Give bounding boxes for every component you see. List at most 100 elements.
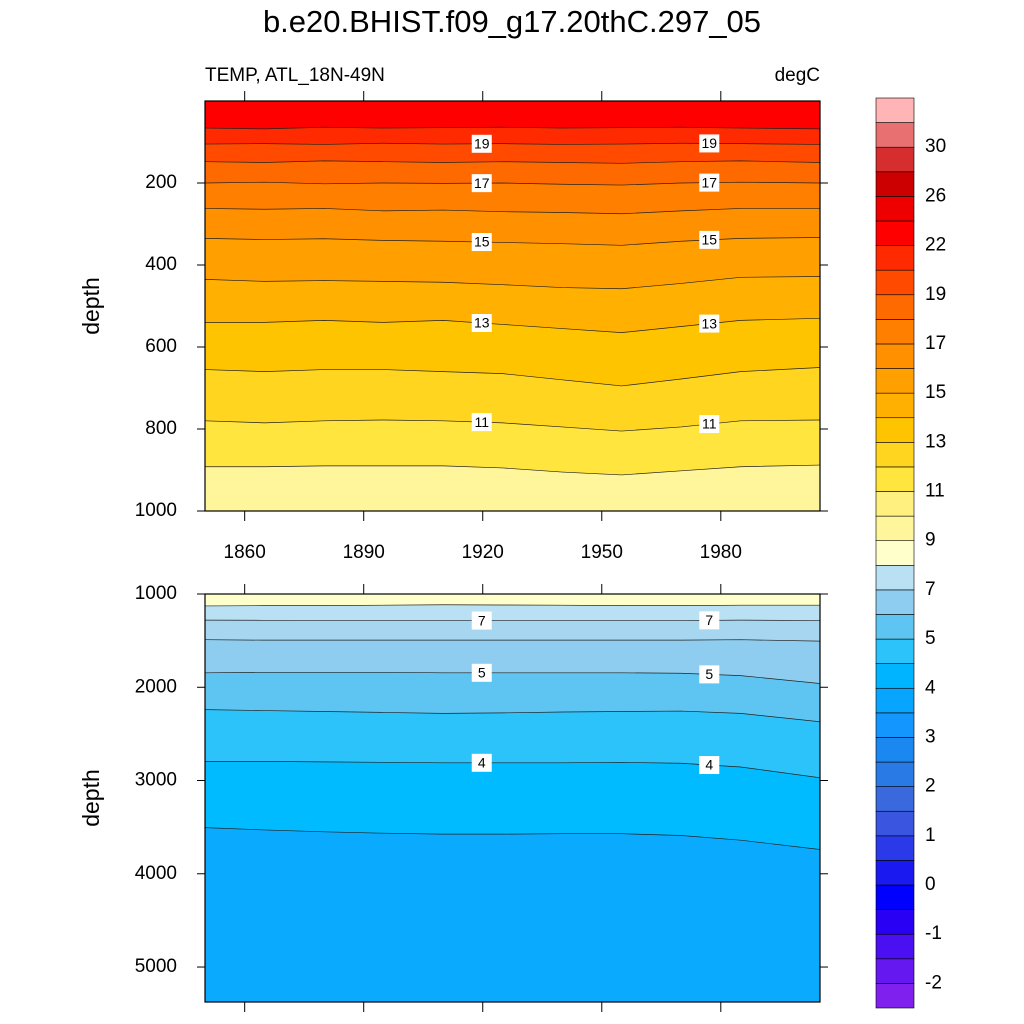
contour-label: 15 bbox=[474, 234, 490, 250]
contour-label: 4 bbox=[705, 757, 713, 773]
colorbar-box bbox=[875, 171, 915, 197]
colorbar-label: 9 bbox=[925, 530, 936, 551]
colorbar-box bbox=[875, 884, 915, 910]
contour-label-box bbox=[699, 134, 720, 153]
colorbar-box bbox=[875, 933, 915, 960]
colorbar-box bbox=[875, 515, 915, 542]
colorbar-box bbox=[875, 564, 915, 591]
contour-line bbox=[205, 709, 820, 723]
contour-label-box bbox=[699, 756, 720, 775]
colorbar-label: 11 bbox=[925, 481, 945, 502]
colorbar-box bbox=[875, 269, 915, 296]
colorbar-label: 2 bbox=[925, 776, 936, 797]
y-tick-label: 1000 bbox=[135, 500, 177, 521]
y-tick-label: 5000 bbox=[135, 956, 177, 977]
contour-label: 17 bbox=[474, 175, 490, 191]
contour-label-box bbox=[471, 134, 492, 153]
contour-label-box bbox=[471, 753, 492, 772]
colorbar-label: -1 bbox=[925, 923, 942, 944]
contour-label: 7 bbox=[478, 612, 486, 628]
contour-line bbox=[205, 827, 820, 850]
x-tick-label: 1920 bbox=[462, 542, 504, 563]
colorbar-box bbox=[875, 712, 915, 738]
contour-label-box bbox=[699, 230, 720, 249]
contour-line bbox=[205, 367, 820, 387]
contour-label-box bbox=[471, 611, 492, 630]
chart-title: b.e20.BHIST.f09_g17.20thC.297_05 bbox=[263, 4, 761, 39]
colorbar-label: 26 bbox=[925, 185, 946, 206]
colorbar-box bbox=[875, 786, 915, 812]
contour-label: 11 bbox=[702, 416, 717, 432]
colorbar-box bbox=[875, 909, 915, 935]
contour-label-box bbox=[699, 611, 720, 630]
contour-line bbox=[205, 464, 820, 476]
colorbar-box bbox=[875, 220, 915, 246]
colorbar-box bbox=[875, 491, 915, 517]
colorbar-box bbox=[875, 638, 915, 664]
colorbar-label: 22 bbox=[925, 235, 946, 256]
colorbar-box bbox=[875, 589, 915, 615]
contour-label-box bbox=[471, 413, 492, 432]
colorbar-box bbox=[875, 663, 915, 689]
plot-frame bbox=[204, 593, 821, 1003]
colorbar-box bbox=[875, 614, 915, 640]
colorbar-box bbox=[875, 761, 915, 787]
y-axis-label: depth bbox=[78, 769, 104, 827]
contour-line bbox=[205, 126, 820, 130]
colorbar-box bbox=[875, 368, 915, 394]
y-tick-label: 800 bbox=[145, 418, 177, 439]
colorbar-label: 3 bbox=[925, 726, 936, 747]
y-tick-label: 400 bbox=[145, 254, 177, 275]
x-tick-label: 1980 bbox=[700, 542, 742, 563]
colorbar-label: 1 bbox=[925, 825, 936, 846]
subtitle-left: TEMP, ATL_18N-49N bbox=[205, 65, 385, 86]
colorbar-label: 17 bbox=[925, 333, 946, 354]
colorbar-box bbox=[875, 442, 915, 468]
y-tick-label: 4000 bbox=[135, 863, 177, 884]
x-tick-label: 1950 bbox=[581, 542, 623, 563]
contour-label-box bbox=[471, 314, 492, 333]
y-axis-label: depth bbox=[78, 277, 104, 335]
colorbar-label: -2 bbox=[925, 972, 942, 993]
contour-label: 4 bbox=[478, 754, 486, 770]
contour-label: 19 bbox=[702, 135, 718, 151]
x-tick-label: 1890 bbox=[343, 542, 385, 563]
contour-label-box bbox=[699, 415, 720, 434]
y-tick-label: 2000 bbox=[135, 676, 177, 697]
colorbar-box bbox=[875, 319, 915, 345]
contour-line bbox=[205, 604, 820, 607]
colorbar-box bbox=[875, 810, 915, 837]
colorbar-label: 13 bbox=[925, 431, 946, 452]
colorbar-label: 30 bbox=[925, 136, 946, 157]
colorbar-box bbox=[875, 540, 915, 566]
contour-label-box bbox=[699, 173, 720, 192]
y-tick-label: 600 bbox=[145, 336, 177, 357]
contour-label: 19 bbox=[474, 135, 490, 151]
colorbar-box bbox=[875, 122, 915, 148]
contour-label-box bbox=[699, 665, 720, 684]
plot-area: 7 7 5 5 4 4 bbox=[205, 594, 820, 1002]
contour-label-box bbox=[471, 663, 492, 682]
colorbar-box bbox=[875, 687, 915, 714]
plot-area: 19 19 17 17 15 15 13 13 11 11 bbox=[205, 101, 820, 511]
colorbar-box bbox=[875, 97, 915, 123]
contour-label-box bbox=[471, 233, 492, 252]
contour-label: 11 bbox=[474, 414, 489, 430]
colorbar-box bbox=[875, 466, 915, 492]
colorbar-box bbox=[875, 835, 915, 861]
contour-label: 15 bbox=[702, 232, 718, 248]
colorbar-box bbox=[875, 417, 915, 443]
y-tick-label: 3000 bbox=[135, 770, 177, 791]
y-tick-label: 1000 bbox=[135, 583, 177, 604]
colorbar-box bbox=[875, 294, 915, 320]
contour-label: 5 bbox=[705, 666, 713, 682]
x-tick-label: 1860 bbox=[224, 542, 266, 563]
contour-label: 13 bbox=[702, 315, 718, 331]
contour-fill bbox=[205, 465, 820, 511]
contour-fill bbox=[205, 827, 820, 1002]
contour-line bbox=[205, 639, 820, 642]
subtitle-right: degC bbox=[775, 65, 820, 86]
colorbar-box bbox=[875, 860, 915, 886]
colorbar-label: 15 bbox=[925, 382, 946, 403]
